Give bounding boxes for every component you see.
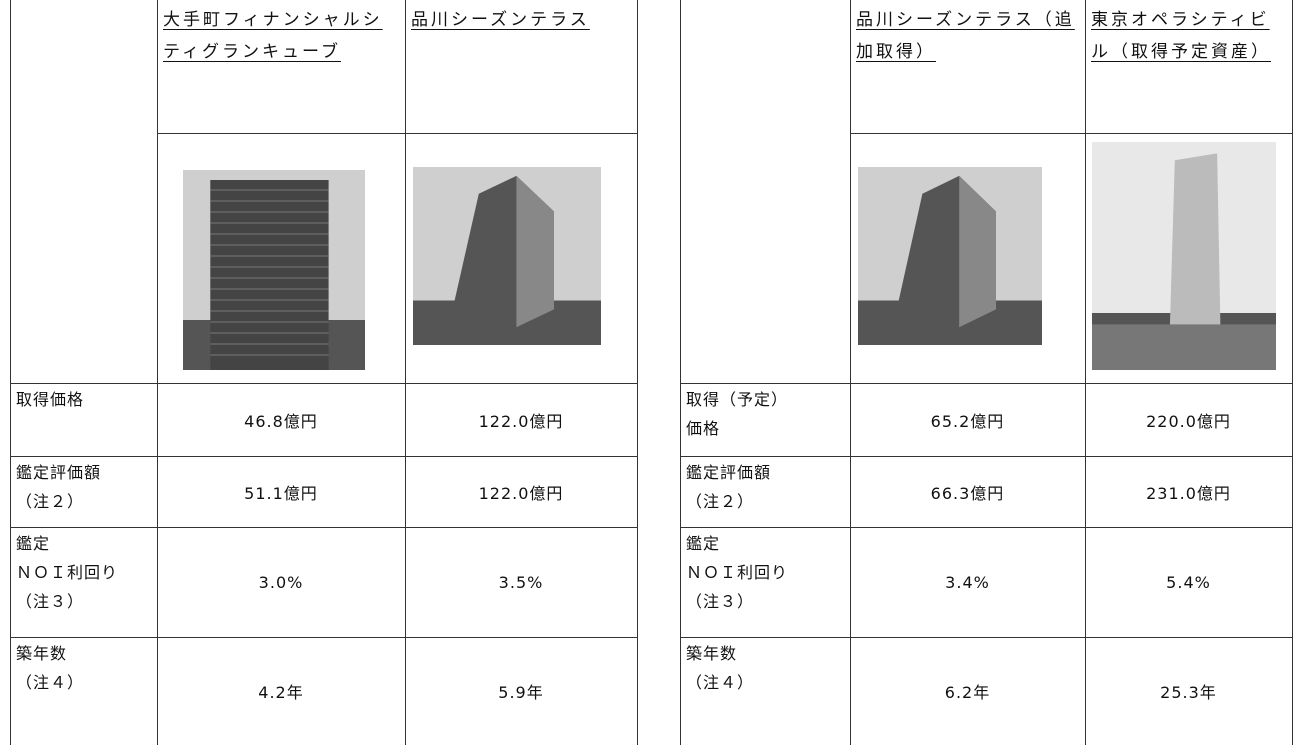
header-cell: 東京オペラシティビル（取得予定資産） (1091, 10, 1271, 62)
cell-border (680, 383, 1293, 384)
cell-border (157, 133, 638, 134)
value-cell: 51.1億円 (244, 483, 318, 503)
cell-border (10, 637, 638, 638)
row-label: 取得価格 (16, 385, 84, 414)
row-label-line: 取得（予定） (686, 390, 789, 409)
row-label-line: 鑑定 (16, 534, 51, 553)
value-cell: 5.9年 (498, 683, 544, 702)
cell-border (1085, 0, 1086, 745)
row-label: 築年数 （注４） (16, 639, 84, 697)
value-cell: 46.8億円 (244, 411, 318, 431)
cell-border (680, 527, 1293, 528)
row-label: 鑑定 ＮＯＩ利回り （注３） (686, 529, 788, 616)
cell-border (680, 0, 681, 745)
header-cell: 大手町フィナンシャルシティグランキューブ (163, 10, 383, 62)
value-cell: 231.0億円 (1146, 483, 1231, 503)
row-label: 鑑定評価額 （注２） (16, 458, 101, 516)
cell-border (1292, 0, 1293, 745)
value-cell: 65.2億円 (930, 411, 1005, 431)
header-cell: 品川シーズンテラス (411, 10, 590, 30)
row-label-line: 鑑定 (686, 534, 721, 553)
cell-border (10, 0, 11, 745)
cell-border (680, 637, 1293, 638)
value-cell: 122.0億円 (478, 483, 564, 503)
cell-border (850, 133, 1293, 134)
building-photo (1092, 142, 1276, 370)
row-label-line: （注４） (686, 673, 755, 692)
row-label: 取得（予定） 価格 (686, 385, 788, 443)
cell-border (405, 0, 406, 745)
value-cell: 3.4% (945, 572, 990, 592)
row-label-line: 鑑定評価額 (686, 463, 772, 482)
value-cell: 66.3億円 (930, 483, 1005, 503)
row-label-line: ＮＯＩ利回り (686, 563, 789, 582)
row-label: 鑑定 ＮＯＩ利回り （注３） (16, 529, 118, 616)
row-label-line: 取得価格 (16, 390, 85, 409)
row-label-line: 築年数 (686, 644, 738, 663)
value-cell: 3.0% (258, 572, 304, 592)
cell-border (680, 456, 1293, 457)
value-cell: 122.0億円 (478, 411, 564, 431)
value-cell: 4.2年 (258, 683, 304, 702)
row-label-line: （注２） (16, 492, 85, 511)
row-label-line: （注４） (16, 673, 85, 692)
cell-border (10, 527, 638, 528)
cell-border (637, 0, 638, 745)
row-label-line: ＮＯＩ利回り (16, 563, 119, 582)
row-label-line: （注２） (686, 492, 755, 511)
value-cell: 5.4% (1166, 572, 1211, 592)
building-photo (858, 167, 1042, 345)
value-cell: 25.3年 (1160, 683, 1217, 702)
cell-border (10, 383, 638, 384)
row-label-line: （注３） (686, 592, 755, 611)
cell-border (850, 0, 851, 745)
row-label: 鑑定評価額 （注２） (686, 458, 771, 516)
row-label-line: 築年数 (16, 644, 68, 663)
row-label-line: 価格 (686, 419, 721, 438)
row-label-line: 鑑定評価額 (16, 463, 102, 482)
value-cell: 6.2年 (944, 683, 991, 702)
value-cell: 220.0億円 (1146, 411, 1231, 431)
header-cell: 品川シーズンテラス（追加取得） (856, 10, 1075, 62)
building-photo (413, 167, 601, 345)
row-label: 築年数 （注４） (686, 639, 754, 697)
cell-border (157, 0, 158, 745)
building-photo (183, 170, 365, 370)
row-label-line: （注３） (16, 592, 85, 611)
value-cell: 3.5% (498, 572, 544, 592)
cell-border (10, 456, 638, 457)
